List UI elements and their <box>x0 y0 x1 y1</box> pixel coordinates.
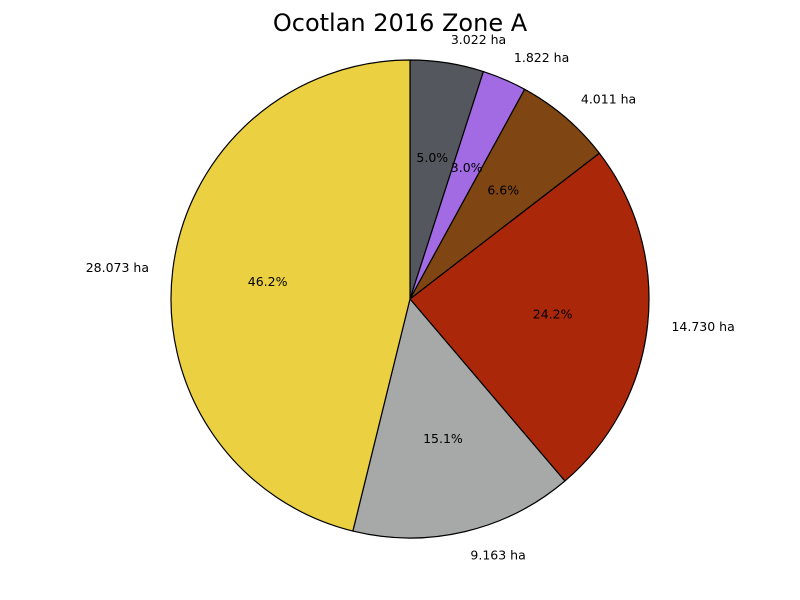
chart-title: Ocotlan 2016 Zone A <box>273 9 528 37</box>
pie-slice-4 <box>352 298 566 539</box>
pie-slice-percent-1: 3.0% <box>451 160 483 175</box>
pie-slice-3 <box>409 152 650 482</box>
pie-slice-percent-4: 15.1% <box>423 431 463 446</box>
pie-slice-label-2: 4.011 ha <box>581 92 636 107</box>
pie-slice-label-5: 28.073 ha <box>86 260 149 275</box>
pie-slices <box>170 59 650 539</box>
pie-slice-5 <box>170 59 411 532</box>
pie-slice-percent-2: 6.6% <box>487 183 519 198</box>
pie-slice-percent-3: 24.2% <box>533 307 573 322</box>
pie-slice-percent-0: 5.0% <box>416 150 448 165</box>
pie-slice-label-1: 1.822 ha <box>514 50 569 65</box>
pie-slice-label-3: 14.730 ha <box>671 319 734 334</box>
pie-slice-percent-5: 46.2% <box>248 274 288 289</box>
pie-slice-label-4: 9.163 ha <box>470 547 525 562</box>
pie-labels: 5.0% 3.022 ha 3.0% 1.822 ha 6.6% 4.011 ha 24.2… <box>86 32 735 563</box>
pie-slice-label-0: 3.022 ha <box>451 32 506 47</box>
